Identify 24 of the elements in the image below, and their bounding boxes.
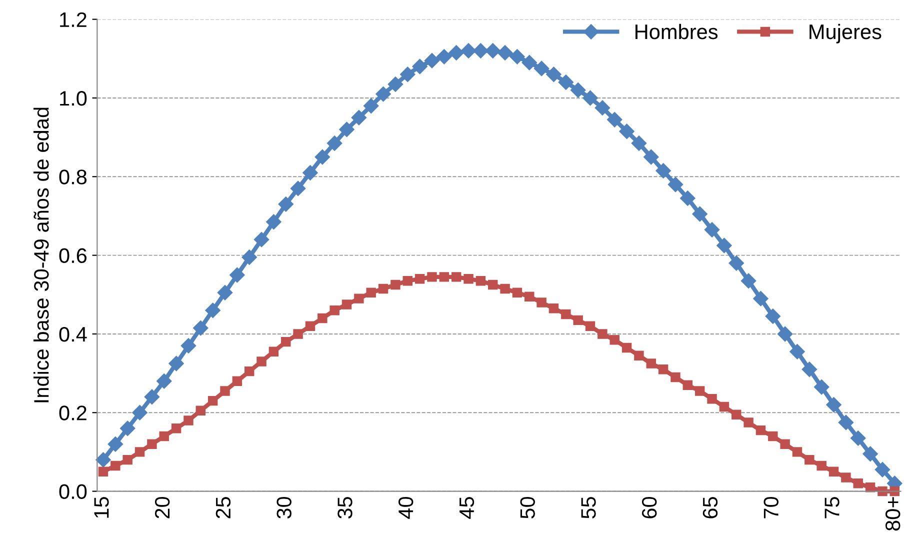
x-tick-label: 15 bbox=[94, 497, 109, 518]
y-tick-label: 1.2 bbox=[60, 12, 86, 27]
y-tick-label: 0.8 bbox=[59, 170, 87, 184]
x-tick-label: 70 bbox=[764, 496, 778, 518]
x-tick-label: 40 bbox=[398, 496, 414, 519]
x-tick-label: 60 bbox=[642, 496, 657, 518]
legend-label: Hombres bbox=[636, 24, 718, 40]
x-tick-label: 50 bbox=[520, 496, 535, 518]
x-tick-label: 35 bbox=[338, 497, 352, 519]
x-tick-label: 75 bbox=[824, 497, 840, 518]
x-tick-label: 45 bbox=[460, 497, 474, 519]
x-tick-label: 25 bbox=[216, 497, 231, 518]
y-tick-label: 0.4 bbox=[59, 326, 87, 342]
x-tick-label: 55 bbox=[581, 497, 596, 518]
x-tick-label: 30 bbox=[276, 496, 292, 519]
y-tick-label: 0.6 bbox=[59, 248, 87, 264]
y-axis-title: Indice base 30-49 años de edad bbox=[34, 108, 49, 402]
y-tick-label: 0.0 bbox=[59, 484, 87, 500]
y-tick-label: 0.2 bbox=[59, 406, 86, 420]
x-tick-label: 20 bbox=[154, 496, 170, 518]
x-tick-label: 80+ bbox=[885, 497, 900, 531]
y-tick-label: 1.0 bbox=[60, 90, 87, 106]
x-tick-label: 65 bbox=[702, 497, 718, 518]
legend-label: Mujeres bbox=[810, 24, 882, 44]
